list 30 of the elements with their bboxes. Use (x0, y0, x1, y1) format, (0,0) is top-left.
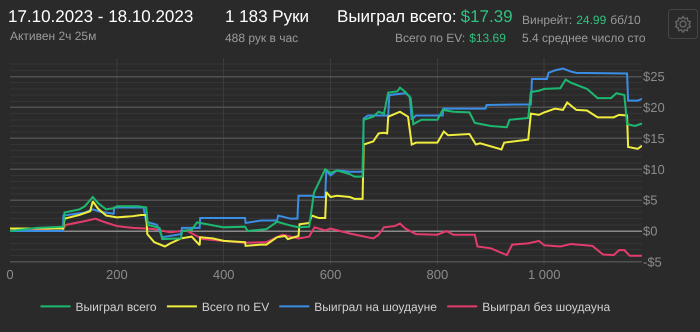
text: Выиграл всего: (337, 7, 457, 26)
legend-label: Выиграл без шоудауна (482, 300, 611, 314)
legend-label: Всего по EV (202, 300, 270, 314)
x-tick-label: 200 (106, 267, 128, 282)
text: Всего по EV: (395, 31, 466, 45)
line-series (10, 101, 642, 248)
text: 488 рук в час (225, 31, 298, 45)
legend-label: Выиграл всего (76, 300, 157, 314)
text: Винрейт: (522, 13, 572, 27)
text: бб/10 (610, 13, 641, 27)
chart-subtitle: Активен 2ч 25м (10, 29, 96, 43)
x-tick-label: 600 (320, 267, 342, 282)
y-tick-label: $0 (643, 224, 658, 239)
y-tick-label: $5 (643, 192, 658, 208)
chart-title: 17.10.2023 - 18.10.2023 (8, 7, 194, 27)
y-tick-label: $25 (643, 69, 665, 84)
text: 24.99 (576, 13, 606, 27)
y-tick-label: -$5 (643, 254, 662, 270)
legend-label: Выиграл на шоудауне (314, 300, 438, 314)
y-tick-label: $10 (643, 162, 665, 177)
y-tick-label: $15 (643, 130, 665, 146)
x-tick-label: 400 (212, 267, 235, 282)
x-tick-label: 0 (6, 267, 14, 282)
text: 5.4 среднее число сто (522, 31, 646, 45)
text: $13.69 (469, 31, 506, 45)
x-tick-label: 1 000 (528, 267, 561, 282)
text: 1 183 Руки (225, 7, 310, 26)
text: $17.39 (460, 7, 513, 26)
x-tick-label: 800 (426, 267, 448, 282)
y-tick-label: $20 (643, 100, 665, 115)
